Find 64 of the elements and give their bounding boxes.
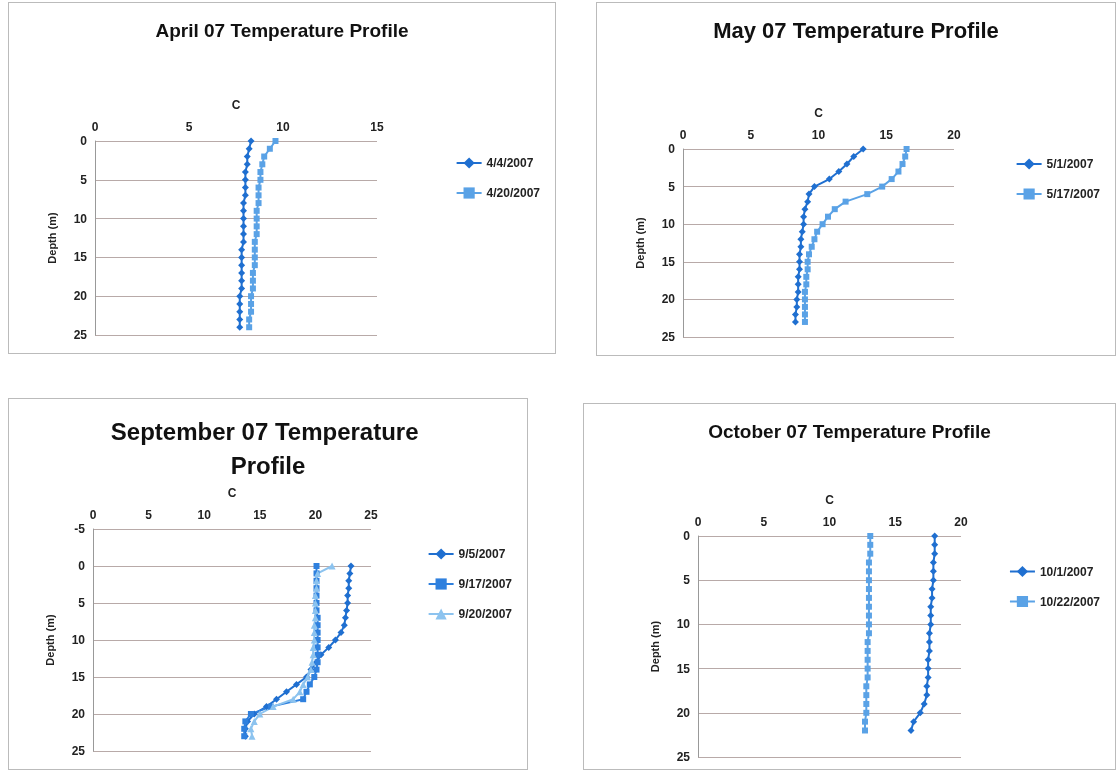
x-tick-label: 20 xyxy=(947,128,961,142)
chart-title: May 07 Temperature Profile xyxy=(713,17,999,43)
y-tick-label: 20 xyxy=(661,292,676,307)
legend-label: 5/17/2007 xyxy=(1046,187,1101,201)
y-tick-label: 0 xyxy=(668,142,676,156)
y-tick-label: 15 xyxy=(661,254,676,269)
x-tick-label: 0 xyxy=(91,120,99,134)
y-tick-label: 0 xyxy=(78,559,86,573)
y-axis-title: Depth (m) xyxy=(648,620,661,673)
x-tick-label: 15 xyxy=(253,508,267,522)
y-tick-label: -5 xyxy=(74,522,86,536)
y-axis-title: Depth (m) xyxy=(45,212,58,264)
y-tick-label: 5 xyxy=(78,596,86,610)
x-axis-title: C xyxy=(227,486,237,500)
legend-label: 9/20/2007 xyxy=(458,607,513,621)
legend-label: 5/1/2007 xyxy=(1046,157,1094,171)
y-tick-label: 25 xyxy=(676,750,691,764)
x-tick-label: 15 xyxy=(888,515,903,529)
y-axis-title: Depth (m) xyxy=(633,217,646,269)
x-tick-label: 0 xyxy=(89,508,97,522)
x-tick-label: 5 xyxy=(185,120,193,134)
x-tick-label: 5 xyxy=(747,128,755,142)
y-tick-label: 25 xyxy=(71,744,86,758)
x-tick-label: 15 xyxy=(370,120,384,134)
legend-label: 4/4/2007 xyxy=(486,156,534,170)
legend-label: 10/22/2007 xyxy=(1039,594,1101,609)
x-axis-title: C xyxy=(825,493,835,507)
x-tick-label: 20 xyxy=(308,508,323,522)
y-tick-label: 15 xyxy=(73,250,88,265)
x-tick-label: 0 xyxy=(694,515,702,529)
y-tick-label: 20 xyxy=(73,289,88,304)
legend-label: 9/5/2007 xyxy=(458,547,506,561)
x-tick-label: 10 xyxy=(197,508,212,522)
x-tick-label: 5 xyxy=(145,508,153,522)
x-tick-label: 5 xyxy=(760,515,768,529)
x-tick-label: 20 xyxy=(954,515,968,529)
x-tick-label: 10 xyxy=(811,128,826,142)
y-tick-label: 10 xyxy=(661,217,676,232)
chart-title: April 07 Temperature Profile xyxy=(155,19,409,41)
x-tick-label: 25 xyxy=(364,508,378,522)
legend-label: 9/17/2007 xyxy=(458,577,513,591)
x-tick-label: 10 xyxy=(822,515,837,529)
x-tick-label: 15 xyxy=(879,128,894,142)
y-tick-label: 10 xyxy=(676,617,691,632)
legend-label: 4/20/2007 xyxy=(486,186,541,200)
y-tick-label: 25 xyxy=(73,328,88,342)
x-tick-label: 10 xyxy=(276,120,290,134)
x-axis-title: C xyxy=(231,98,241,112)
y-tick-label: 15 xyxy=(71,670,86,684)
y-tick-label: 20 xyxy=(676,705,691,720)
y-axis-title: Depth (m) xyxy=(43,614,56,666)
y-tick-label: 5 xyxy=(683,573,691,588)
legend-label: 10/1/2007 xyxy=(1039,564,1094,579)
chart-title: September 07 Temperature Profile xyxy=(110,417,426,479)
y-tick-label: 5 xyxy=(80,172,88,187)
y-tick-label: 5 xyxy=(668,179,676,194)
y-tick-label: 10 xyxy=(73,211,88,226)
y-tick-label: 25 xyxy=(661,330,676,344)
y-tick-label: 10 xyxy=(71,633,86,647)
y-tick-label: 0 xyxy=(683,529,691,543)
x-axis-title: C xyxy=(814,106,824,120)
y-tick-label: 20 xyxy=(71,707,86,721)
y-tick-label: 15 xyxy=(676,661,691,676)
chart-title: October 07 Temperature Profile xyxy=(708,420,991,442)
